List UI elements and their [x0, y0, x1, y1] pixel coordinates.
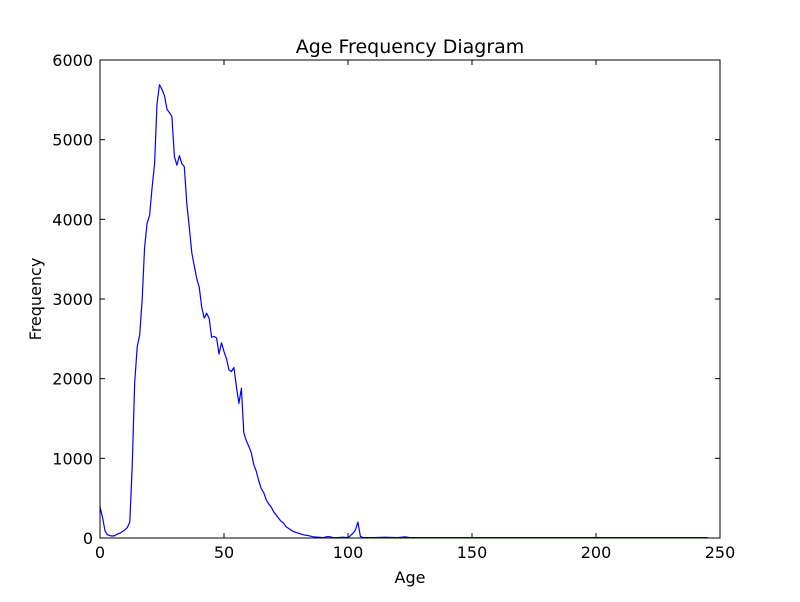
x-tick-label: 100 [333, 543, 364, 562]
y-tick-label: 5000 [52, 131, 93, 150]
y-tick-label: 2000 [52, 370, 93, 389]
y-tick-label: 0 [83, 529, 93, 548]
plot-area [100, 60, 720, 538]
y-tick-label: 1000 [52, 449, 93, 468]
y-tick-label: 4000 [52, 210, 93, 229]
y-tick-label: 6000 [52, 51, 93, 70]
plot-frame [99, 59, 721, 539]
x-axis-label: Age [395, 568, 426, 587]
y-tick-label: 3000 [52, 290, 93, 309]
x-tick-label: 200 [581, 543, 612, 562]
x-tick-label: 150 [457, 543, 488, 562]
ticks-layer: 0 50 100 150 200 250 0 1000 2000 3000 4000 5000 6000 [52, 51, 735, 562]
y-axis-label: Frequency [26, 258, 45, 341]
chart-title: Age Frequency Diagram [296, 36, 525, 58]
x-tick-label: 250 [705, 543, 736, 562]
x-tick-label: 50 [214, 543, 234, 562]
x-tick-label: 0 [95, 543, 105, 562]
